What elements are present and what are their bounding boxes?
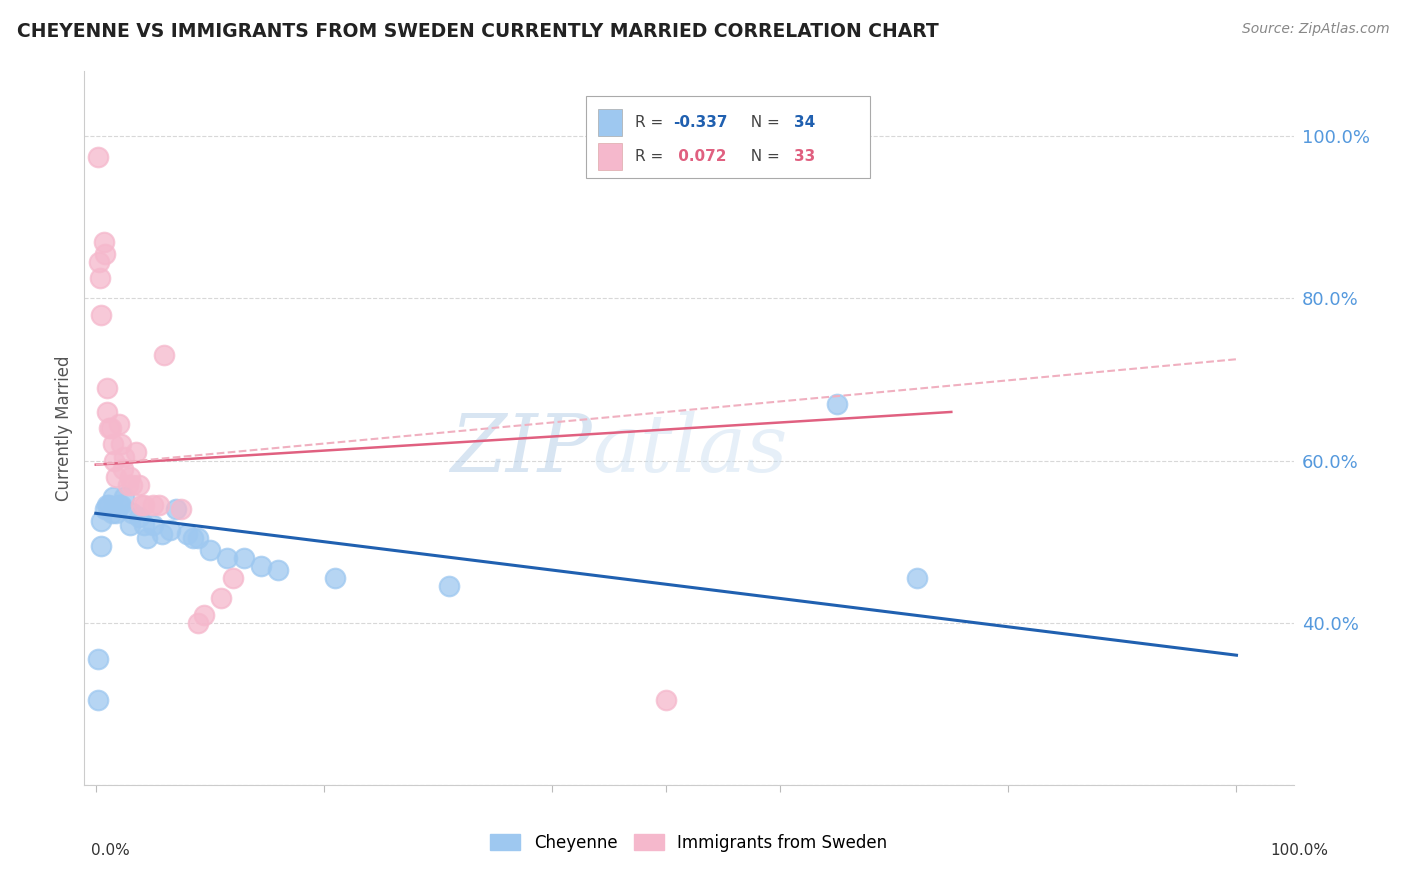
Point bbox=[96, 405, 118, 419]
Point bbox=[193, 607, 215, 622]
Point bbox=[655, 693, 678, 707]
Point bbox=[198, 542, 221, 557]
Point bbox=[112, 461, 135, 475]
Point bbox=[87, 149, 110, 163]
Point bbox=[150, 526, 173, 541]
Point bbox=[89, 255, 111, 269]
Point bbox=[112, 450, 135, 464]
Text: R =: R = bbox=[634, 149, 668, 164]
Point bbox=[96, 381, 118, 395]
Text: Source: ZipAtlas.com: Source: ZipAtlas.com bbox=[1241, 22, 1389, 37]
Point bbox=[825, 397, 848, 411]
Point bbox=[142, 498, 165, 512]
Point bbox=[905, 571, 928, 585]
Point bbox=[118, 470, 141, 484]
Point bbox=[100, 506, 122, 520]
Legend: Cheyenne, Immigrants from Sweden: Cheyenne, Immigrants from Sweden bbox=[484, 828, 894, 859]
Text: 100.0%: 100.0% bbox=[1271, 843, 1329, 858]
Point bbox=[125, 445, 148, 459]
Text: 34: 34 bbox=[794, 115, 815, 130]
Point bbox=[439, 579, 461, 593]
Point bbox=[89, 271, 111, 285]
Point bbox=[187, 615, 209, 630]
Point bbox=[118, 518, 141, 533]
Text: 0.072: 0.072 bbox=[673, 149, 727, 164]
Text: R =: R = bbox=[634, 115, 668, 130]
Point bbox=[181, 531, 204, 545]
Point bbox=[165, 502, 187, 516]
Point bbox=[107, 498, 129, 512]
Point bbox=[132, 518, 155, 533]
Point bbox=[117, 478, 139, 492]
Point bbox=[176, 526, 198, 541]
Point bbox=[90, 308, 112, 322]
Text: ZIP: ZIP bbox=[450, 411, 592, 488]
Point bbox=[90, 539, 112, 553]
Point bbox=[87, 652, 110, 666]
Point bbox=[96, 498, 118, 512]
Point bbox=[107, 417, 129, 431]
Point bbox=[159, 523, 181, 537]
Point bbox=[100, 421, 122, 435]
Point bbox=[121, 478, 143, 492]
Text: 0.0%: 0.0% bbox=[91, 843, 131, 858]
Point bbox=[94, 502, 117, 516]
Point bbox=[209, 591, 232, 606]
Point bbox=[110, 437, 132, 451]
Point bbox=[101, 490, 124, 504]
Point bbox=[132, 498, 155, 512]
Point bbox=[215, 550, 238, 565]
Point bbox=[148, 498, 170, 512]
FancyBboxPatch shape bbox=[586, 96, 870, 178]
Point bbox=[103, 453, 125, 467]
Point bbox=[110, 498, 132, 512]
Point bbox=[101, 437, 124, 451]
Text: CHEYENNE VS IMMIGRANTS FROM SWEDEN CURRENTLY MARRIED CORRELATION CHART: CHEYENNE VS IMMIGRANTS FROM SWEDEN CURRE… bbox=[17, 22, 939, 41]
Point bbox=[105, 470, 128, 484]
Point bbox=[233, 550, 256, 565]
Point bbox=[128, 478, 150, 492]
Point bbox=[93, 235, 115, 249]
Point bbox=[112, 490, 135, 504]
Text: -0.337: -0.337 bbox=[673, 115, 728, 130]
Point bbox=[105, 506, 128, 520]
Point bbox=[170, 502, 193, 516]
Text: atlas: atlas bbox=[592, 411, 787, 488]
Point bbox=[221, 571, 243, 585]
Text: N =: N = bbox=[741, 115, 785, 130]
FancyBboxPatch shape bbox=[599, 143, 623, 169]
Point bbox=[153, 348, 176, 362]
Point bbox=[90, 515, 112, 529]
Point bbox=[98, 421, 121, 435]
Point bbox=[128, 510, 150, 524]
Text: 33: 33 bbox=[794, 149, 815, 164]
Point bbox=[87, 693, 110, 707]
Point bbox=[267, 563, 290, 577]
Point bbox=[250, 559, 273, 574]
Point bbox=[121, 506, 143, 520]
Point bbox=[131, 498, 153, 512]
Point bbox=[187, 531, 209, 545]
Point bbox=[323, 571, 346, 585]
Point bbox=[142, 518, 165, 533]
Point bbox=[98, 498, 121, 512]
Y-axis label: Currently Married: Currently Married bbox=[55, 355, 73, 501]
FancyBboxPatch shape bbox=[599, 109, 623, 136]
Point bbox=[136, 531, 159, 545]
Text: N =: N = bbox=[741, 149, 785, 164]
Point bbox=[94, 247, 117, 261]
